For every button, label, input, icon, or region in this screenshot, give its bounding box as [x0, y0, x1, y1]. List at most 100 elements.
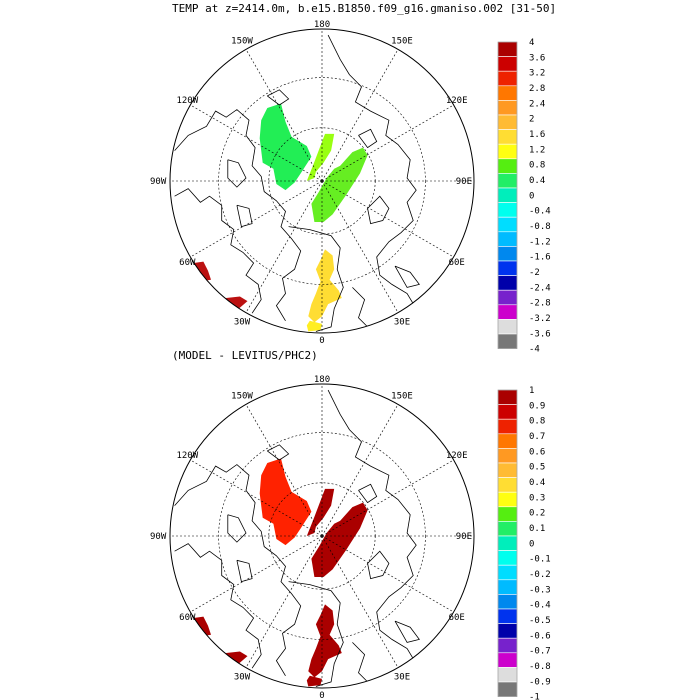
- colorbar-swatch: [497, 158, 518, 174]
- colorbar-tick-label: -0.3: [529, 585, 551, 595]
- colorbar-swatch: [497, 260, 518, 276]
- region-fram-strait: [308, 249, 342, 323]
- top-polar-map: 180 150E 120E 90E 60E 30E 0 30W 60W 90W 120W 150W: [150, 20, 475, 346]
- colorbar-tick-label: -1: [529, 693, 540, 700]
- top-map-panel: TEMP at z=2414.0m, b.e15.B1850.f09_g16.g…: [150, 2, 556, 355]
- colorbar-swatch: [497, 404, 518, 420]
- meridian-line: [321, 180, 454, 258]
- colorbar-swatch: [497, 608, 518, 624]
- region-eurasian-basin: [311, 147, 368, 222]
- longitude-label: 150E: [391, 392, 413, 402]
- latitude-circle: [218, 432, 426, 640]
- colorbar-swatch: [497, 506, 518, 522]
- longitude-label: 90E: [456, 532, 472, 542]
- colorbar-tick-label: 2.8: [529, 84, 545, 94]
- meridian-line: [245, 535, 323, 668]
- colorbar-tick-label: 0.9: [529, 401, 545, 411]
- colorbar-frame: [497, 41, 518, 349]
- coastline: [394, 620, 420, 643]
- region-nordic-seas-south: [306, 675, 322, 687]
- region-beaufort-basin: [259, 458, 312, 546]
- colorbar-swatch: [497, 535, 518, 551]
- colorbar-swatch: [497, 246, 518, 262]
- map-boundary: [169, 383, 475, 689]
- colorbar-tick-label: 3.2: [529, 69, 545, 79]
- region-lomonosov-strip: [306, 133, 335, 181]
- colorbar-tick-label: -0.4: [529, 207, 551, 217]
- colorbar-tick-label: 1.6: [529, 130, 545, 140]
- coastline: [327, 34, 417, 309]
- colorbar-tick-label: 3.6: [529, 53, 545, 63]
- colorbar-tick-label: 0.6: [529, 447, 545, 457]
- colorbar-tick-label: 0.1: [529, 524, 545, 534]
- colorbar-swatch: [497, 550, 518, 566]
- colorbar-tick-label: 2: [529, 115, 534, 125]
- bottom-map-title: (MODEL - LEVITUS/PHC2): [172, 349, 318, 362]
- top-colorbar: 4 3.6 3.2 2.8 2.4 2 1.6 1.2 0.8 0.4 0 -0.4 -0.8 -1.2 -…: [497, 38, 551, 355]
- colorbar-swatch: [497, 652, 518, 668]
- coastline: [174, 109, 302, 322]
- colorbar-swatch: [497, 491, 518, 508]
- meridian-line: [245, 180, 323, 313]
- colorbar-swatch: [497, 85, 518, 101]
- colorbar-swatch: [497, 202, 518, 218]
- longitude-label: 120E: [446, 451, 468, 461]
- longitude-label: 0: [319, 691, 324, 700]
- colorbar-tick-label: -0.6: [529, 631, 551, 641]
- colorbar-tick-label: 0: [529, 539, 534, 549]
- colorbar-tick-label: 0.3: [529, 493, 545, 503]
- colorbar-swatch: [497, 114, 518, 130]
- colorbar-swatch: [497, 477, 518, 493]
- longitude-label: 30E: [394, 317, 410, 327]
- colorbar-swatch: [497, 433, 518, 449]
- colorbar-tick-label: -2.4: [529, 283, 551, 293]
- colorbar-swatch: [497, 389, 518, 405]
- colorbar-swatch: [497, 275, 518, 291]
- meridian-line: [321, 535, 399, 668]
- longitude-label: 60E: [449, 613, 465, 623]
- longitude-label: 60W: [179, 613, 196, 623]
- longitude-label: 150E: [391, 37, 413, 47]
- meridian-line: [190, 180, 323, 258]
- colorbar-tick-label: 1: [529, 386, 534, 396]
- colorbar-swatch: [497, 667, 518, 683]
- coastline: [227, 159, 247, 188]
- longitude-label: 60E: [449, 258, 465, 268]
- longitude-label: 60W: [179, 258, 196, 268]
- colorbar-tick-label: 0.8: [529, 417, 545, 427]
- region-nordic-seas-south: [306, 320, 322, 332]
- colorbar-swatch: [497, 623, 518, 639]
- longitude-label: 120W: [176, 96, 198, 106]
- colorbar-tick-label: -0.5: [529, 616, 551, 626]
- region-eurasian-basin: [311, 502, 368, 577]
- colorbar-tick-label: -0.4: [529, 601, 551, 611]
- bottom-colorbar: 1 0.9 0.8 0.7 0.6 0.5 0.4 0.3 0.2 0.1 0 -0.1 -0.2 -0.…: [497, 386, 551, 700]
- coastline: [236, 204, 253, 228]
- colorbar-tick-label: -0.8: [529, 222, 551, 232]
- longitude-label: 30W: [234, 672, 251, 682]
- region-beaufort-basin: [259, 103, 312, 191]
- colorbar-tick-label: -0.1: [529, 555, 551, 565]
- longitude-label: 30W: [234, 317, 251, 327]
- colorbar-tick-label: -0.2: [529, 570, 551, 580]
- colorbar-swatch: [497, 70, 518, 87]
- coastline: [394, 265, 420, 288]
- colorbar-swatch: [497, 579, 518, 595]
- bottom-polar-map: 180 150E 120E 90E 60E 30E 0 30W 60W 90W 120W 150W: [150, 375, 475, 700]
- meridian-line: [321, 104, 454, 182]
- coastline: [367, 195, 390, 225]
- region-fram-strait: [308, 604, 342, 678]
- colorbar-tick-label: 1.2: [529, 145, 545, 155]
- longitude-label: 90W: [150, 177, 167, 187]
- colorbar-tick-label: 0.8: [529, 161, 545, 171]
- colorbar-swatch: [497, 143, 518, 160]
- meridian-line: [245, 49, 323, 182]
- colorbar-swatch: [497, 100, 518, 116]
- colorbar-swatch: [497, 637, 518, 654]
- meridian-line: [190, 104, 323, 182]
- colorbar-swatch: [497, 681, 518, 697]
- colorbar-tick-label: -3.2: [529, 314, 551, 324]
- colorbar-swatch: [497, 187, 518, 203]
- colorbar-swatch: [497, 319, 518, 335]
